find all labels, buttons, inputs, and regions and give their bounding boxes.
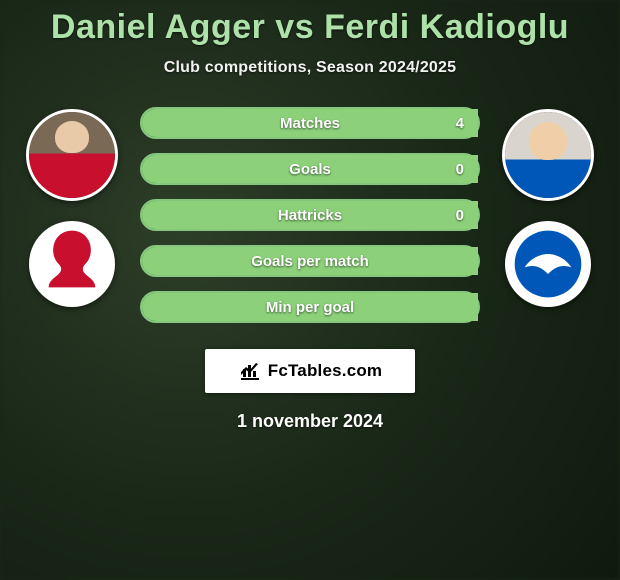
stat-value: 0 [456,161,464,178]
stat-label: Matches [280,115,340,132]
left-player-column [22,105,122,307]
stat-row-goals: Goals 0 [140,153,480,185]
page-title: Daniel Agger vs Ferdi Kadioglu [0,8,620,47]
stat-row-hattricks: Hattricks 0 [140,199,480,231]
snapshot-date: 1 november 2024 [0,411,620,432]
stat-label: Goals [289,161,331,178]
stats-list: Matches 4 Goals 0 Hattricks 0 Goals per … [140,107,480,323]
stat-label: Goals per match [251,253,369,270]
right-player-column [498,105,598,307]
left-club-crest [29,221,115,307]
seagull-icon [508,224,588,304]
branding-badge: FcTables.com [205,349,415,393]
left-player-avatar [26,109,118,201]
chart-icon [238,359,262,383]
branding-text: FcTables.com [268,361,383,381]
right-club-crest [505,221,591,307]
stat-row-mpg: Min per goal [140,291,480,323]
stat-label: Hattricks [278,207,342,224]
stat-row-gpm: Goals per match [140,245,480,277]
stat-row-matches: Matches 4 [140,107,480,139]
stat-value: 4 [456,115,464,132]
stat-label: Min per goal [266,299,354,316]
subtitle: Club competitions, Season 2024/2025 [0,59,620,77]
stat-value: 0 [456,207,464,224]
liverbird-icon [32,224,112,304]
comparison-row: Matches 4 Goals 0 Hattricks 0 Goals per … [0,105,620,323]
right-player-avatar [502,109,594,201]
